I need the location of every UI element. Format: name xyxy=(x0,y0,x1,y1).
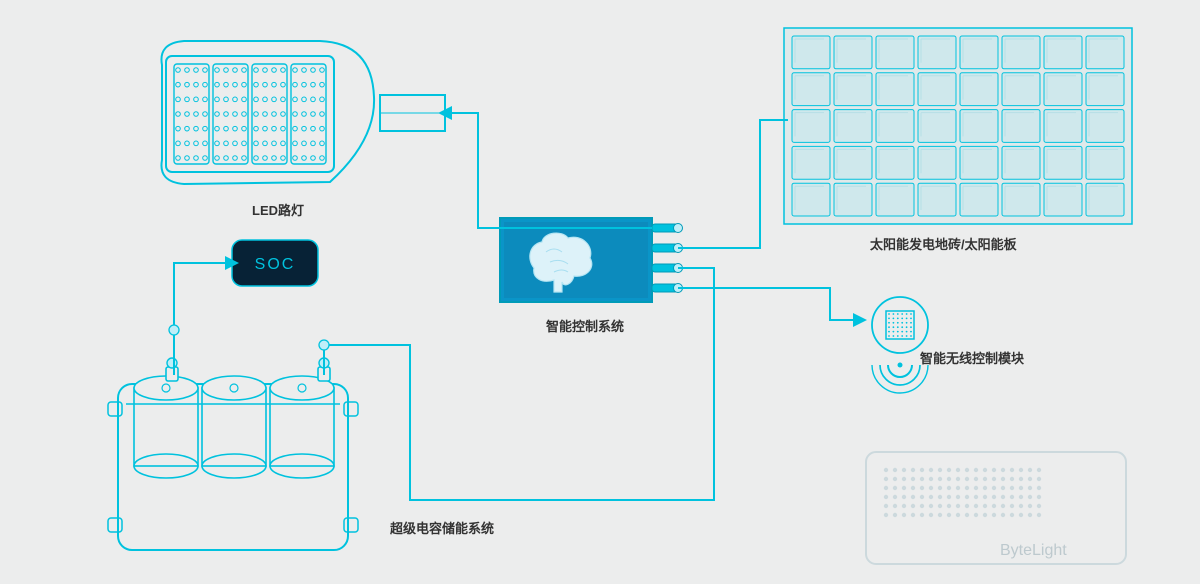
label-led: LED路灯 xyxy=(252,200,304,219)
soc-box: SOC xyxy=(232,240,318,286)
capacitor-box xyxy=(108,358,358,550)
plug-icon xyxy=(169,325,179,335)
solar-panel xyxy=(784,28,1132,224)
bytelight-block: ByteLight xyxy=(866,452,1126,564)
label-brain: 智能控制系统 xyxy=(546,316,624,335)
diagram-svg: SOC ByteLight xyxy=(0,0,1200,584)
controller-box xyxy=(500,218,683,302)
svg-text:ByteLight: ByteLight xyxy=(1000,542,1067,559)
plug-icon xyxy=(319,340,329,350)
connector-brain-to-solar xyxy=(678,120,788,248)
label-solar: 太阳能发电地砖/太阳能板 xyxy=(870,234,1017,253)
svg-text:SOC: SOC xyxy=(255,256,296,273)
label-capacitor: 超级电容储能系统 xyxy=(390,518,494,537)
label-wireless: 智能无线控制模块 xyxy=(920,348,1024,367)
wireless-module xyxy=(872,297,928,393)
led-lamp xyxy=(161,41,445,184)
diagram-stage: SOC ByteLight LED路灯 太阳能发电地砖/太阳能板 智能控制系统 智… xyxy=(0,0,1200,584)
connector-led-to-brain xyxy=(445,113,652,228)
connector-brain-to-wire xyxy=(678,288,860,320)
connector-soc-to-cap xyxy=(174,263,232,375)
